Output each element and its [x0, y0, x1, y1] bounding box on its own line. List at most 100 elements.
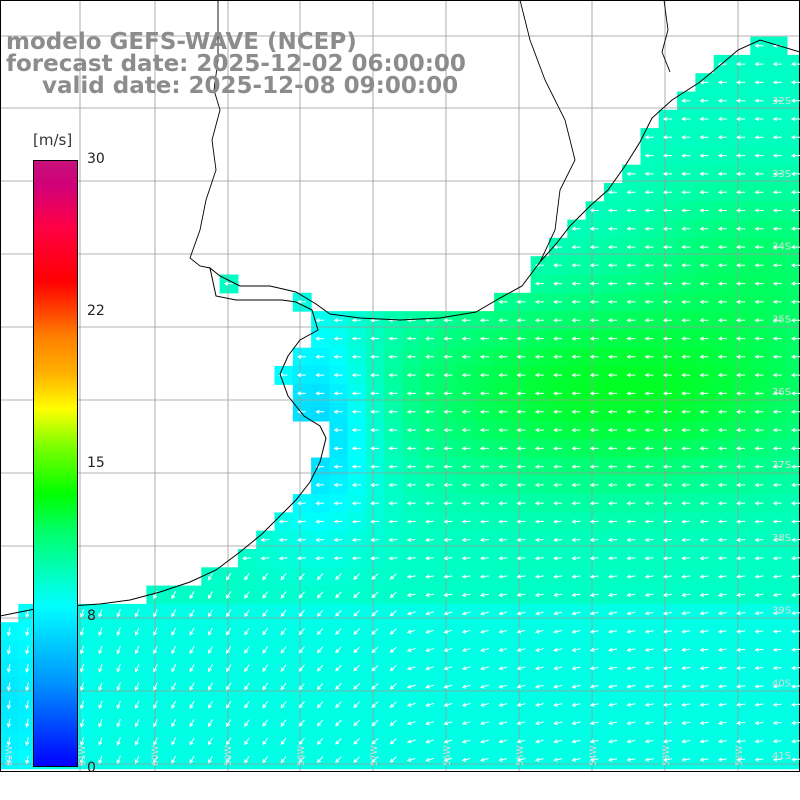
wind-arrow	[171, 755, 177, 764]
wind-arrow	[553, 281, 563, 286]
colorbar-tick-15: 15	[87, 455, 105, 471]
wind-arrow	[589, 501, 599, 506]
wind-arrow	[25, 682, 30, 692]
wind-arrow	[644, 391, 654, 396]
wind-arrow	[699, 171, 709, 176]
wind-arrow	[644, 446, 654, 451]
wind-arrow	[553, 482, 563, 488]
wind-arrow	[681, 190, 691, 195]
wind-arrow	[717, 464, 727, 469]
wind-arrow	[98, 755, 103, 765]
latitude-label: 32S	[772, 96, 791, 107]
wind-arrow	[626, 721, 636, 726]
wind-arrow	[406, 666, 416, 671]
wind-arrow	[335, 701, 342, 709]
wind-arrow	[298, 737, 305, 746]
wind-arrow	[717, 592, 727, 597]
wind-arrow	[425, 519, 435, 524]
wind-arrow	[608, 537, 618, 543]
wind-arrow	[681, 647, 691, 652]
wind-arrow	[553, 757, 563, 762]
wind-arrow	[351, 556, 361, 561]
wind-arrow	[335, 737, 342, 745]
wind-arrow	[736, 446, 746, 451]
wind-arrow	[699, 80, 709, 85]
wind-arrow	[754, 116, 764, 122]
wind-arrow	[443, 482, 453, 488]
wind-arrow	[553, 611, 563, 616]
wind-arrow	[425, 318, 435, 323]
wind-arrow	[98, 737, 103, 746]
wind-arrow	[717, 135, 727, 140]
wind-arrow	[425, 721, 435, 726]
wind-arrow	[772, 647, 782, 652]
wind-arrow	[644, 519, 654, 524]
wind-arrow	[534, 318, 544, 323]
wind-arrow	[226, 700, 232, 709]
wind-arrow	[134, 682, 140, 691]
wind-arrow	[207, 737, 213, 746]
wind-arrow	[280, 627, 287, 636]
wind-arrow	[153, 718, 158, 728]
wind-arrow	[389, 628, 397, 635]
wind-arrow	[791, 647, 800, 652]
wind-arrow	[644, 226, 654, 231]
wind-arrow	[791, 720, 800, 726]
wind-arrow	[662, 135, 672, 140]
wind-arrow	[171, 682, 177, 691]
wind-arrow	[443, 647, 453, 652]
wind-arrow	[589, 739, 599, 744]
wind-arrow	[498, 464, 508, 469]
wind-arrow	[134, 737, 140, 746]
wind-arrow	[171, 737, 177, 746]
wind-arrow	[516, 739, 526, 744]
wind-arrow	[644, 409, 654, 414]
wind-arrow	[296, 537, 306, 543]
coastline	[0, 0, 800, 617]
wind-arrow	[608, 592, 618, 597]
wind-arrow	[644, 263, 654, 268]
wind-arrow	[189, 664, 195, 673]
wind-arrow	[389, 664, 397, 672]
wind-arrow	[534, 482, 544, 488]
wind-arrow	[498, 556, 508, 561]
wind-arrow	[388, 482, 398, 488]
wind-arrow	[717, 171, 727, 176]
wind-arrow	[626, 739, 636, 744]
wind-arrow	[335, 591, 342, 599]
wind-arrow	[754, 537, 764, 543]
wind-arrow	[370, 482, 380, 488]
wind-arrow	[425, 556, 435, 561]
wind-arrow	[333, 354, 343, 359]
wind-arrow	[754, 482, 764, 488]
wind-arrow	[790, 336, 800, 341]
wind-arrow	[80, 664, 85, 673]
wind-arrow	[226, 572, 232, 581]
wind-arrow	[351, 391, 361, 396]
wind-arrow	[791, 592, 800, 597]
wind-arrow	[370, 446, 380, 451]
wind-arrow	[717, 574, 727, 579]
wind-arrow	[589, 299, 599, 305]
wind-arrow	[80, 627, 85, 637]
wind-arrow	[406, 464, 416, 469]
wind-arrow	[790, 263, 800, 268]
wind-arrow	[516, 409, 526, 414]
wind-arrow	[280, 719, 287, 727]
wind-arrow	[571, 666, 581, 671]
wind-arrow	[443, 519, 453, 524]
wind-arrow	[754, 427, 764, 433]
wind-arrow	[699, 354, 709, 359]
wind-arrow	[662, 171, 672, 176]
wind-arrow	[461, 427, 471, 433]
wind-arrow	[717, 427, 727, 433]
wind-arrow	[296, 391, 306, 396]
wind-arrow	[736, 135, 746, 140]
wind-arrow	[516, 501, 526, 506]
colorbar	[33, 160, 78, 767]
wind-arrow	[571, 299, 581, 305]
wind-arrow	[498, 702, 508, 707]
wind-arrow	[296, 354, 306, 359]
wind-arrow	[644, 592, 654, 597]
wind-arrow	[589, 537, 599, 543]
